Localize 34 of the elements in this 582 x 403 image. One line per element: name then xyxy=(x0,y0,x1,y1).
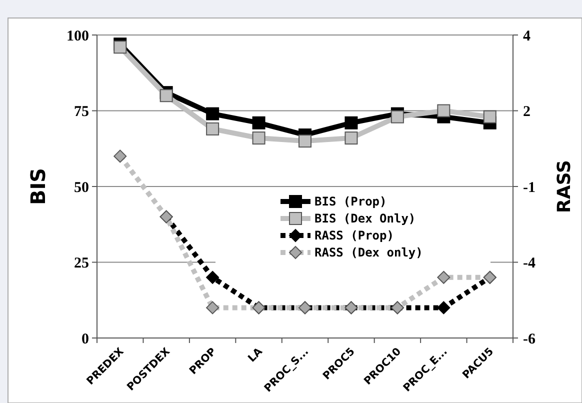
point xyxy=(437,104,450,118)
point xyxy=(390,110,404,124)
y2-tick-label: 2 xyxy=(523,104,530,120)
y2-axis-title: RASS xyxy=(554,160,575,213)
point xyxy=(114,40,127,54)
y2-tick-label: 4 xyxy=(523,28,531,44)
point xyxy=(252,132,266,145)
point xyxy=(160,89,173,102)
y-tick-label: 100 xyxy=(66,28,89,44)
point xyxy=(206,270,220,284)
legend-label: BIS (Dex Only) xyxy=(314,212,416,226)
y-tick-label: 50 xyxy=(74,180,89,196)
point xyxy=(206,301,220,314)
point xyxy=(298,134,312,148)
y2-tick-label: -1 xyxy=(523,180,536,196)
y-tick-label: 75 xyxy=(74,104,89,120)
y2-tick-label: -6 xyxy=(523,331,536,348)
y-tick-label: 0 xyxy=(82,331,89,348)
point xyxy=(483,110,496,124)
point xyxy=(114,150,127,163)
y2-tick-label: -4 xyxy=(523,256,536,272)
point xyxy=(344,116,358,130)
y-axis-title: BIS xyxy=(26,168,50,206)
point xyxy=(252,116,266,130)
legend-label: RASS (Dex only) xyxy=(314,246,423,260)
legend-label: BIS (Prop) xyxy=(314,194,387,209)
point xyxy=(344,132,358,145)
legend-label: RASS (Prop) xyxy=(314,228,394,243)
point xyxy=(206,107,220,120)
point xyxy=(206,122,220,136)
x-tick-label: LA xyxy=(246,345,266,365)
y-tick-label: 25 xyxy=(74,256,89,272)
point xyxy=(437,301,450,314)
point xyxy=(437,270,450,284)
